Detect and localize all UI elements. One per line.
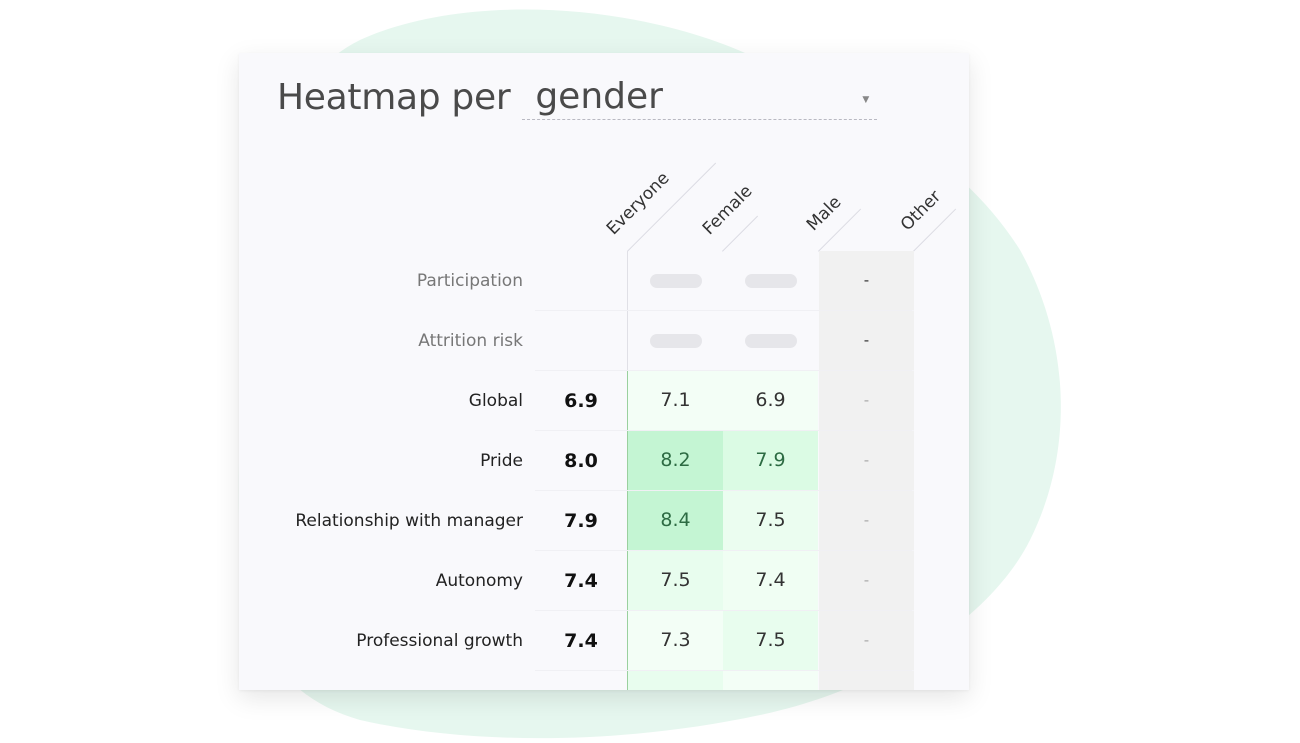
heatmap-cell[interactable]: 7.3	[628, 611, 723, 671]
heatmap-cell[interactable]: 7.1	[628, 371, 723, 431]
heatmap-cell[interactable]	[819, 671, 914, 690]
loading-placeholder	[649, 273, 702, 288]
table-row: Attrition risk -	[239, 311, 969, 371]
everyone-value	[535, 251, 627, 311]
row-divider	[535, 670, 912, 671]
column-headers: Everyone Female Male Other	[239, 53, 969, 253]
heatmap-cell[interactable]	[723, 251, 818, 311]
column-header-female[interactable]: Female	[698, 181, 757, 239]
column-divider	[627, 251, 628, 371]
row-label: Pride	[480, 451, 523, 471]
row-label: Participation	[416, 271, 523, 291]
row-label: Professional growth	[356, 631, 523, 651]
everyone-value: 7.9	[564, 510, 598, 532]
row-divider	[535, 550, 912, 551]
page-title: Heatmap per	[277, 77, 511, 118]
row-divider	[535, 490, 912, 491]
heatmap-cell[interactable]: 7.9	[723, 431, 818, 491]
heatmap-cell[interactable]: 8.4	[628, 491, 723, 551]
loading-placeholder	[744, 273, 797, 288]
heatmap-card: Heatmap per gender ▼ Everyone Female Mal…	[239, 53, 969, 690]
heatmap-cell[interactable]: -	[819, 551, 914, 611]
heatmap-cell[interactable]: -	[819, 251, 914, 311]
table-row: Professional growth 7.4 7.3 7.5 -	[239, 611, 969, 671]
heatmap-cell[interactable]	[628, 311, 723, 371]
heatmap-cell[interactable]: 7.4	[723, 551, 818, 611]
heatmap-cell[interactable]	[628, 671, 723, 690]
heatmap-cell[interactable]	[723, 311, 818, 371]
heatmap-cell[interactable]	[723, 671, 818, 690]
heatmap-header: Heatmap per gender ▼	[277, 75, 878, 120]
row-divider	[535, 370, 912, 371]
everyone-value	[535, 311, 627, 371]
row-divider	[535, 430, 912, 431]
row-divider	[535, 610, 912, 611]
heatmap-cell[interactable]: 7.5	[723, 611, 818, 671]
everyone-divider-line	[627, 371, 628, 690]
heatmap-cell[interactable]: 6.9	[723, 371, 818, 431]
everyone-value: 8.0	[564, 450, 598, 472]
heatmap-cell[interactable]: 7.5	[723, 491, 818, 551]
table-row: Relationship with manager 7.9 8.4 7.5 -	[239, 491, 969, 551]
heatmap-cell[interactable]: 7.5	[628, 551, 723, 611]
row-label: Relationship with manager	[295, 511, 523, 531]
heatmap-cell[interactable]: -	[819, 491, 914, 551]
everyone-value: 7.4	[564, 570, 598, 592]
heatmap-cell[interactable]: -	[819, 371, 914, 431]
table-row: Autonomy 7.4 7.5 7.4 -	[239, 551, 969, 611]
heatmap-cell[interactable]	[628, 251, 723, 311]
column-header-other[interactable]: Other	[896, 186, 946, 235]
table-row	[239, 671, 969, 690]
chevron-down-icon: ▼	[862, 95, 870, 105]
table-row: Participation -	[239, 251, 969, 311]
heatmap-cell[interactable]: -	[819, 311, 914, 371]
row-label: Global	[468, 391, 523, 411]
loading-placeholder	[744, 333, 797, 348]
heatmap-cell[interactable]: -	[819, 431, 914, 491]
row-label: Autonomy	[435, 571, 523, 591]
row-label: Attrition risk	[418, 331, 523, 351]
column-header-everyone[interactable]: Everyone	[602, 168, 674, 239]
table-row: Pride 8.0 8.2 7.9 -	[239, 431, 969, 491]
row-divider	[535, 310, 912, 311]
loading-placeholder	[649, 333, 702, 348]
group-by-value: gender	[535, 76, 663, 117]
heatmap-cell[interactable]: 8.2	[628, 431, 723, 491]
table-row: Global 6.9 7.1 6.9 -	[239, 371, 969, 431]
heatmap-cell[interactable]: -	[819, 611, 914, 671]
everyone-value: 6.9	[564, 390, 598, 412]
group-by-select[interactable]: gender ▼	[522, 75, 878, 120]
everyone-value: 7.4	[564, 630, 598, 652]
